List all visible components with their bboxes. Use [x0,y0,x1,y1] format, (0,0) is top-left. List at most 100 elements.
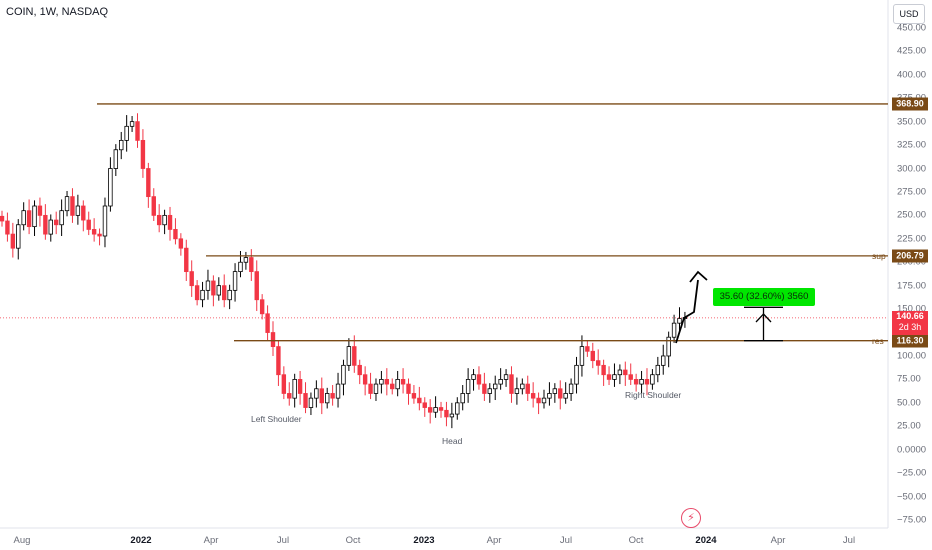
candle-body [238,261,243,273]
candle-body [140,139,146,169]
y-tick-label: 400.00 [897,69,927,81]
x-tick-label: Apr [203,535,219,546]
candle-body [48,219,53,235]
candle-body [612,374,617,380]
candle-body [433,407,438,413]
candle-body [476,374,482,385]
y-tick-label: −50.00 [897,491,927,503]
candle-body [520,383,525,390]
y-tick-label: 275.00 [897,186,927,198]
candle-body [590,350,595,362]
candle-body [124,125,129,141]
candle-body [222,285,227,301]
candle-body [455,402,460,415]
candle-body [119,139,124,151]
candle-body [167,214,173,230]
candle-body [151,196,156,216]
candle-body [628,374,633,380]
y-tick-label: 300.00 [897,163,927,174]
candle-body [59,210,64,226]
candle-body [617,369,623,376]
candle-body [243,257,249,263]
level-label-sup: sup [872,250,886,261]
candle-body [650,374,655,385]
candle-body [335,383,341,399]
candle-body [308,397,314,408]
candle-body [211,280,216,296]
candle-body [32,205,37,228]
candle-body [487,388,492,394]
x-tick-label: Apr [770,535,786,546]
bar-countdown: 2d 3h [898,321,922,332]
candle-body [232,271,238,291]
candle-body [189,271,194,287]
x-tick-label: 2024 [695,535,717,546]
candle-body [498,379,503,385]
candle-body [395,379,400,390]
annotation-head: Head [442,436,463,446]
candle-body [574,364,579,385]
projection-arrowhead [689,270,708,283]
candle-body [205,280,211,291]
candle-body [70,196,75,216]
candle-body [184,247,189,273]
candle-body [276,346,281,376]
y-tick-label: −75.00 [897,514,927,526]
candle-body [623,369,628,376]
y-tick-label: 25.00 [897,420,921,432]
candle-body [671,322,677,338]
measure-arrowhead [755,313,772,323]
y-tick-label: 100.00 [897,350,927,362]
candle-body [417,397,422,404]
candle-body [352,346,357,366]
y-tick-label: 225.00 [897,233,927,245]
candle-body [324,393,330,404]
price-tag-res: 116.30 [892,334,928,348]
candle-body [563,393,568,399]
x-tick-label: Jul [276,535,290,546]
candle-body [655,364,661,376]
x-tick-label: 2023 [413,535,435,546]
candle-body [465,379,471,394]
currency-button[interactable]: USD [893,4,925,24]
candle-body [108,168,113,207]
candle-body [10,233,16,249]
candle-body [314,388,319,399]
candle-body [270,332,276,347]
candle-body [265,313,270,333]
candle-body [5,220,10,235]
candle-body [102,205,108,237]
measure-label: 35.60 (32.60%) 3560 [713,288,815,306]
candle-body [81,205,86,221]
y-tick-label: −25.00 [897,467,927,479]
x-tick-label: Apr [486,535,502,546]
candle-body [75,205,81,216]
candle-body [606,374,612,380]
projection-path [675,279,699,344]
candle-body [97,233,102,237]
candle-body [666,336,671,357]
candle-body [390,383,395,390]
candle-body [585,346,590,352]
candle-body [530,393,536,399]
candle-body [194,285,200,301]
chart-title: COIN, 1W, NASDAQ [6,6,109,18]
candle-body [444,409,449,418]
candle-body [677,318,682,324]
candle-body [91,229,97,235]
candle-body [249,257,254,273]
candle-body [26,210,32,228]
candle-body [135,121,140,141]
candle-body [400,379,406,385]
x-tick-label: Oct [628,535,644,546]
tradingview-logo-icon[interactable]: ⚡ [681,508,701,528]
annotation-left: Left Shoulder [251,414,302,424]
candle-body [43,214,48,235]
x-tick-label: Jul [559,535,573,546]
candle-body [281,374,287,394]
candle-body [287,393,292,399]
y-tick-label: 175.00 [897,280,927,292]
candle-body [552,388,558,394]
